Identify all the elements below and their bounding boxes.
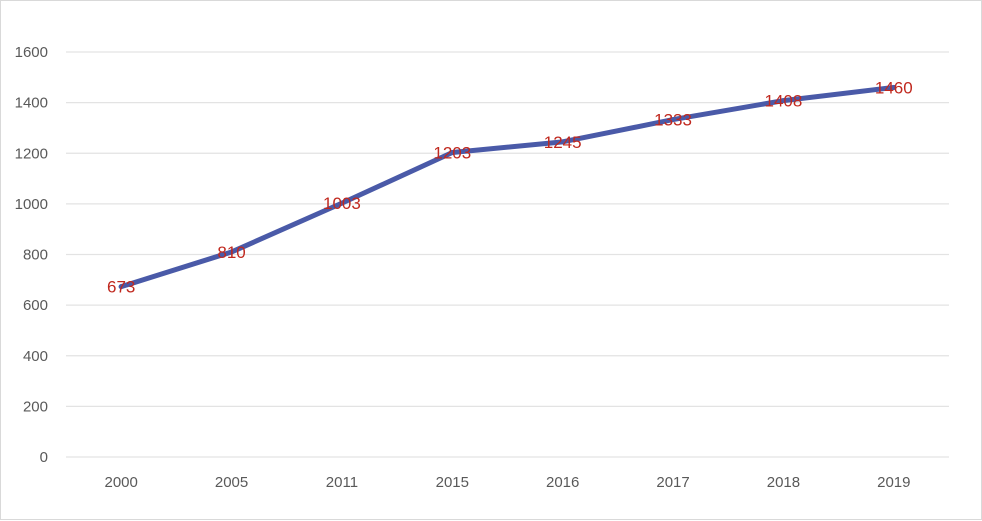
data-point	[670, 117, 676, 123]
y-tick-label: 800	[23, 247, 48, 264]
y-tick-label: 1600	[15, 44, 48, 61]
data-point	[118, 284, 124, 290]
data-label: 1003	[323, 194, 361, 213]
x-tick-label: 2011	[326, 474, 358, 491]
y-tick-label: 200	[23, 398, 48, 415]
data-point	[449, 149, 455, 155]
data-point	[229, 249, 235, 255]
x-tick-label: 2016	[546, 474, 579, 491]
y-tick-label: 1400	[15, 95, 48, 112]
data-point	[339, 200, 345, 206]
y-tick-label: 1200	[15, 145, 48, 162]
data-label: 810	[217, 243, 245, 262]
x-tick-label: 2005	[215, 474, 248, 491]
data-label: 1333	[654, 111, 692, 130]
data-point	[780, 98, 786, 104]
data-label: 673	[107, 278, 135, 297]
series-line	[118, 84, 897, 290]
data-label: 1203	[433, 143, 471, 162]
data-label: 1245	[544, 133, 582, 152]
data-label: 1460	[875, 78, 913, 97]
data-label: 1408	[765, 92, 803, 111]
x-tick-label: 2017	[656, 474, 689, 491]
y-tick-label: 400	[23, 348, 48, 365]
data-point	[560, 139, 566, 145]
y-tick-label: 600	[23, 297, 48, 314]
x-tick-label: 2019	[877, 474, 910, 491]
x-tick-label: 2018	[767, 474, 800, 491]
x-tick-label: 2000	[105, 474, 138, 491]
y-tick-label: 0	[40, 449, 48, 466]
y-tick-label: 1000	[15, 196, 48, 213]
data-point	[891, 84, 897, 90]
x-tick-label: 2015	[436, 474, 469, 491]
